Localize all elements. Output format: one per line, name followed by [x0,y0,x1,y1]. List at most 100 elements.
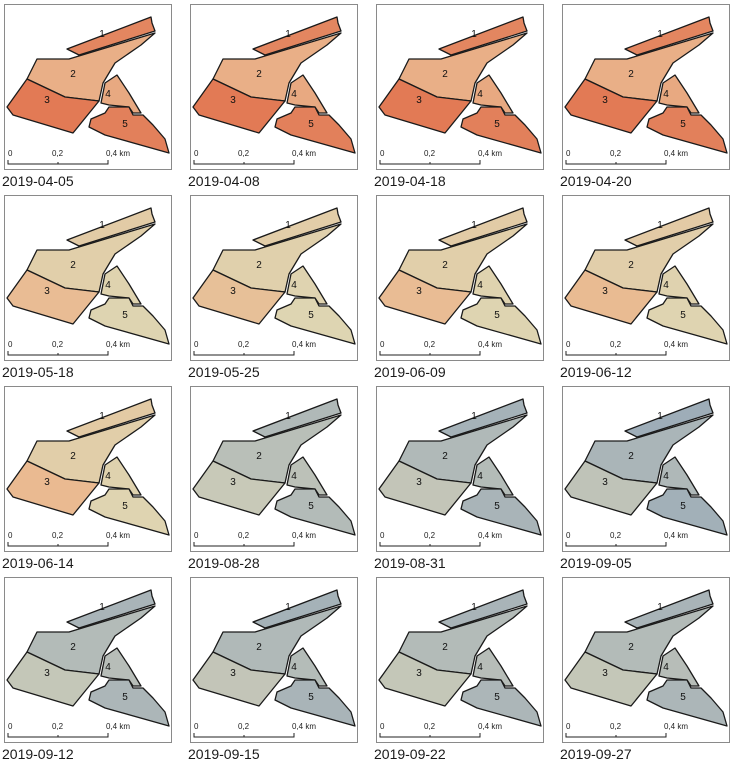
field-polygon-4 [658,456,700,496]
field-label: 3 [416,477,422,488]
scale-bar: 0 0,2 0,4 km [7,722,130,738]
scale-bar-line [379,351,481,356]
field-polygon-5 [646,297,728,345]
scale-bar-label: 0 [8,722,13,731]
field-polygon-3 [378,78,472,134]
field-label: 5 [680,501,686,512]
field-label: 4 [663,662,669,673]
field-label: 5 [308,119,314,130]
scale-bar-label: 0,4 km [292,722,316,731]
field-polygon-5 [646,106,728,154]
scale-bar-label: 0,2 [238,340,250,349]
field-map: 1 2 3 4 5 0 0,2 0,4 km [564,207,728,356]
scale-bar: 0 0,2 0,4 km [193,531,316,547]
field-label: 4 [105,89,111,100]
field-polygon-3 [378,460,472,516]
field-polygon-4 [100,647,142,687]
map-panel: 1 2 3 4 5 0 0,2 0,4 km 2019-09-05 [558,382,738,573]
map-frame: 1 2 3 4 5 0 0,2 0,4 km [190,4,358,170]
scale-bar-label: 0 [380,722,385,731]
field-polygon-3 [6,651,100,707]
map-panel: 1 2 3 4 5 0 0,2 0,4 km 2019-09-22 [372,573,554,764]
scale-bar-label: 0 [8,340,13,349]
field-polygon-5 [646,679,728,727]
field-label: 5 [494,501,500,512]
field-polygon-4 [472,456,514,496]
scale-bar-label: 0,4 km [106,722,130,731]
field-label: 5 [494,692,500,703]
map-panel: 1 2 3 4 5 0 0,2 0,4 km 2019-05-25 [186,191,368,382]
field-label: 4 [105,471,111,482]
field-label: 1 [285,411,291,422]
field-label: 1 [99,29,105,40]
scale-bar: 0 0,2 0,4 km [379,340,502,356]
field-label: 2 [70,642,76,653]
map-panel: 1 2 3 4 5 0 0,2 0,4 km 2019-04-08 [186,0,368,191]
scale-bar-label: 0 [380,340,385,349]
field-polygon-5 [646,488,728,536]
scale-bar-line [193,733,295,738]
field-label: 3 [602,286,608,297]
panel-date: 2019-05-18 [2,364,74,380]
field-map: 1 2 3 4 5 0 0,2 0,4 km [378,16,542,165]
panel-date: 2019-04-20 [560,173,632,189]
field-polygon-5 [88,488,170,536]
map-frame: 1 2 3 4 5 0 0,2 0,4 km [562,577,730,743]
field-label: 2 [70,451,76,462]
scale-bar: 0 0,2 0,4 km [565,149,688,165]
map-frame: 1 2 3 4 5 0 0,2 0,4 km [190,386,358,552]
scale-bar-label: 0,4 km [664,722,688,731]
scale-bar-label: 0,2 [424,149,436,158]
map-frame: 1 2 3 4 5 0 0,2 0,4 km [4,386,172,552]
scale-bar-line [193,542,295,547]
field-label: 5 [494,119,500,130]
field-label: 3 [44,95,50,106]
scale-bar-label: 0,4 km [292,340,316,349]
scale-bar-label: 0,2 [610,531,622,540]
map-frame: 1 2 3 4 5 0 0,2 0,4 km [4,577,172,743]
panel-date: 2019-09-12 [2,746,74,762]
field-polygon-5 [88,679,170,727]
map-frame: 1 2 3 4 5 0 0,2 0,4 km [190,577,358,743]
field-label: 1 [657,411,663,422]
scale-bar-label: 0,4 km [478,531,502,540]
panel-date: 2019-08-31 [374,555,446,571]
field-map: 1 2 3 4 5 0 0,2 0,4 km [192,16,356,165]
field-label: 3 [230,95,236,106]
panel-date: 2019-04-08 [188,173,260,189]
scale-bar-label: 0,2 [424,531,436,540]
field-label: 4 [663,89,669,100]
field-label: 2 [70,69,76,80]
field-polygon-3 [564,460,658,516]
field-map: 1 2 3 4 5 0 0,2 0,4 km [6,589,170,738]
scale-bar-line [379,542,481,547]
field-label: 4 [105,280,111,291]
field-polygon-1 [66,16,156,56]
field-polygon-3 [564,651,658,707]
field-polygon-3 [564,269,658,325]
scale-bar-label: 0 [194,340,199,349]
field-label: 3 [230,668,236,679]
field-polygon-5 [274,679,356,727]
field-map: 1 2 3 4 5 0 0,2 0,4 km [192,589,356,738]
scale-bar: 0 0,2 0,4 km [565,531,688,547]
scale-bar-label: 0,2 [424,340,436,349]
map-panel: 1 2 3 4 5 0 0,2 0,4 km 2019-09-12 [0,573,182,764]
scale-bar-line [565,160,667,165]
panel-date: 2019-09-27 [560,746,632,762]
scale-bar-line [565,351,667,356]
field-label: 1 [285,220,291,231]
field-label: 5 [680,310,686,321]
field-polygon-1 [438,398,528,438]
map-frame: 1 2 3 4 5 0 0,2 0,4 km [376,195,544,361]
scale-bar-label: 0,2 [52,531,64,540]
scale-bar: 0 0,2 0,4 km [7,531,130,547]
scale-bar-label: 0,2 [238,149,250,158]
map-panel: 1 2 3 4 5 0 0,2 0,4 km 2019-06-14 [0,382,182,573]
scale-bar-label: 0,4 km [478,340,502,349]
field-polygon-3 [564,78,658,134]
field-polygon-3 [192,269,286,325]
field-polygon-1 [252,207,342,247]
field-map: 1 2 3 4 5 0 0,2 0,4 km [564,16,728,165]
field-map: 1 2 3 4 5 0 0,2 0,4 km [378,207,542,356]
